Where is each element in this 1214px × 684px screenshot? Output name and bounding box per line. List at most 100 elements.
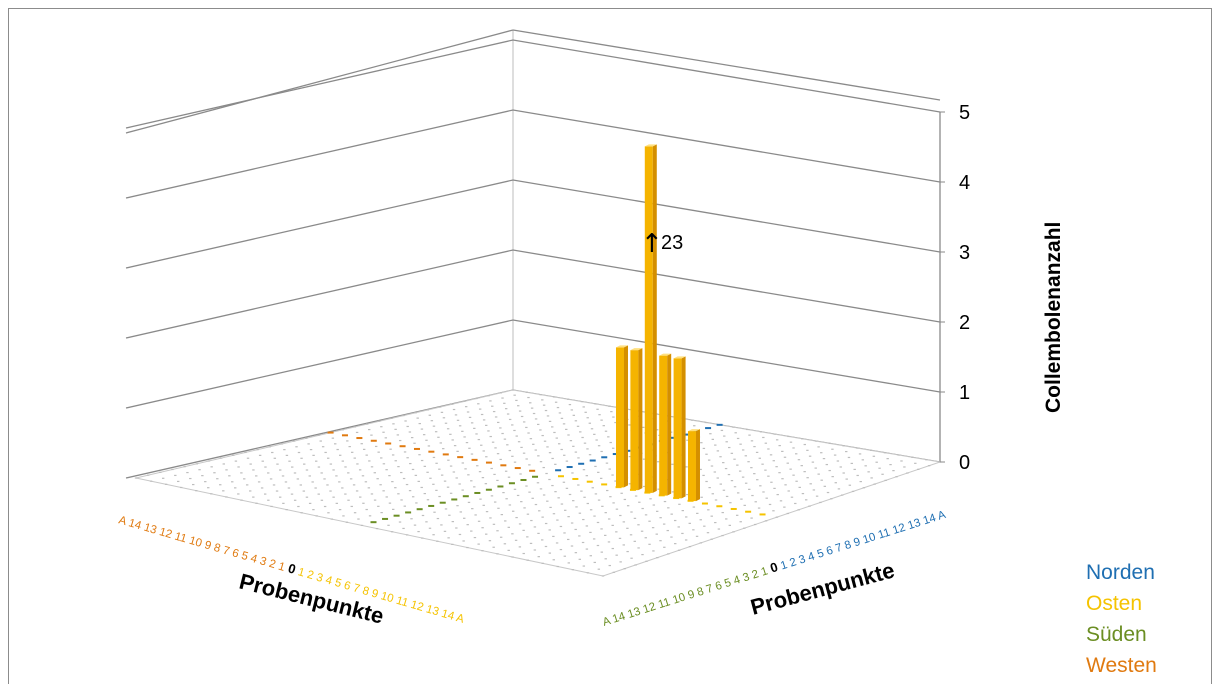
floor-dot: [803, 443, 806, 446]
floor-dot: [600, 450, 603, 453]
floor-dot: [442, 417, 446, 419]
floor-dot: [539, 394, 542, 396]
floor-dot: [432, 425, 436, 427]
floor-dot: [397, 466, 400, 468]
floor-dot: [600, 528, 603, 530]
floor-dot: [257, 481, 261, 483]
floor-dot: [678, 503, 681, 505]
bar-top: [615, 345, 628, 348]
right-tick-26: 11: [874, 527, 892, 543]
floor-dot: [496, 479, 499, 482]
floor-dot: [671, 491, 675, 493]
floor-dot: [552, 513, 556, 515]
floor-dot: [699, 519, 702, 521]
floor-dot: [797, 459, 801, 461]
floor-dot: [264, 466, 267, 468]
floor-dot: [567, 516, 570, 518]
floor-dot: [496, 421, 500, 424]
floor-dot: [914, 462, 917, 464]
floor-dot: [892, 470, 895, 472]
floor-dot: [794, 502, 797, 505]
floor-dot: [786, 512, 790, 515]
floor-dot: [772, 460, 775, 462]
floor-dot: [657, 461, 660, 463]
bar-osten-7: [644, 144, 657, 493]
floor-dot: [470, 480, 473, 482]
axis-dash: [428, 450, 435, 453]
floor-dot: [261, 460, 264, 462]
floor-dot: [348, 446, 351, 448]
floor-dot: [806, 477, 809, 479]
floor-dot: [323, 478, 326, 480]
floor-dot: [420, 486, 423, 489]
floor-dot: [906, 472, 909, 474]
floor-dot: [380, 426, 383, 428]
floor-dot: [464, 406, 468, 408]
floor-dot: [546, 446, 549, 448]
gridline: [125, 249, 941, 339]
floor-dot: [539, 429, 542, 431]
axis-dash: [759, 513, 766, 516]
floor-dot: [394, 428, 397, 430]
floor-dot: [440, 411, 444, 413]
floor-dot: [794, 453, 798, 455]
floor-dot: [365, 508, 368, 511]
gridline: [125, 39, 941, 129]
axis-dash: [578, 462, 585, 465]
floor-dot: [817, 446, 820, 448]
floor-dot: [317, 493, 320, 495]
axis-dash: [572, 477, 579, 480]
floor-dot: [593, 515, 596, 517]
floor-dot: [335, 475, 338, 477]
floor-dot: [134, 477, 138, 479]
floor-dot: [753, 445, 756, 448]
z-tick-label: 3: [959, 242, 970, 264]
floor-dot: [494, 447, 497, 449]
floor-dot: [418, 454, 421, 456]
floor-dot: [529, 438, 533, 440]
floor-dot: [884, 479, 887, 481]
floor-dot: [234, 487, 237, 489]
floor-dot: [255, 475, 258, 477]
annotation-arrow: ↑: [641, 229, 663, 259]
floor-dot: [418, 422, 421, 425]
floor-dot: [557, 497, 560, 499]
floor-dot: [379, 484, 382, 486]
floor-dot: [392, 508, 395, 510]
floor-dot: [790, 496, 794, 498]
floor-dot: [423, 492, 427, 495]
left-tick-6: 9: [200, 538, 213, 552]
bar-top: [687, 429, 700, 432]
floor-dot: [543, 440, 547, 442]
axis-dash: [601, 483, 608, 486]
right-tick-13: 2: [747, 568, 760, 582]
floor-dot: [471, 508, 474, 510]
right-tick-4: 11: [654, 596, 672, 612]
floor-dot: [594, 493, 598, 495]
floor-dot: [408, 431, 412, 433]
floor-dot: [589, 531, 592, 534]
left-tick-30: A: [452, 611, 465, 625]
floor-dot: [425, 439, 428, 441]
floor-dot: [878, 467, 881, 469]
floor-dot: [574, 451, 578, 453]
floor-dot: [594, 403, 597, 405]
floor-dot: [484, 483, 488, 485]
floor-dot: [667, 553, 670, 555]
floor-dot: [249, 490, 252, 492]
axis-dash: [514, 467, 521, 470]
floor-dot: [466, 524, 469, 526]
floor-dot: [773, 487, 776, 490]
floor-dot: [801, 492, 805, 495]
floor-dot: [670, 536, 673, 538]
floor-dot: [334, 443, 337, 445]
floor-dot: [711, 438, 715, 440]
floor-dot: [228, 475, 231, 477]
floor-dot: [741, 476, 745, 478]
floor-dot: [427, 445, 431, 447]
floor-dot: [666, 529, 669, 532]
floor-dot: [499, 458, 502, 461]
floor-dot: [589, 555, 592, 557]
floor-dot: [329, 463, 333, 465]
axis-dash: [474, 491, 481, 494]
